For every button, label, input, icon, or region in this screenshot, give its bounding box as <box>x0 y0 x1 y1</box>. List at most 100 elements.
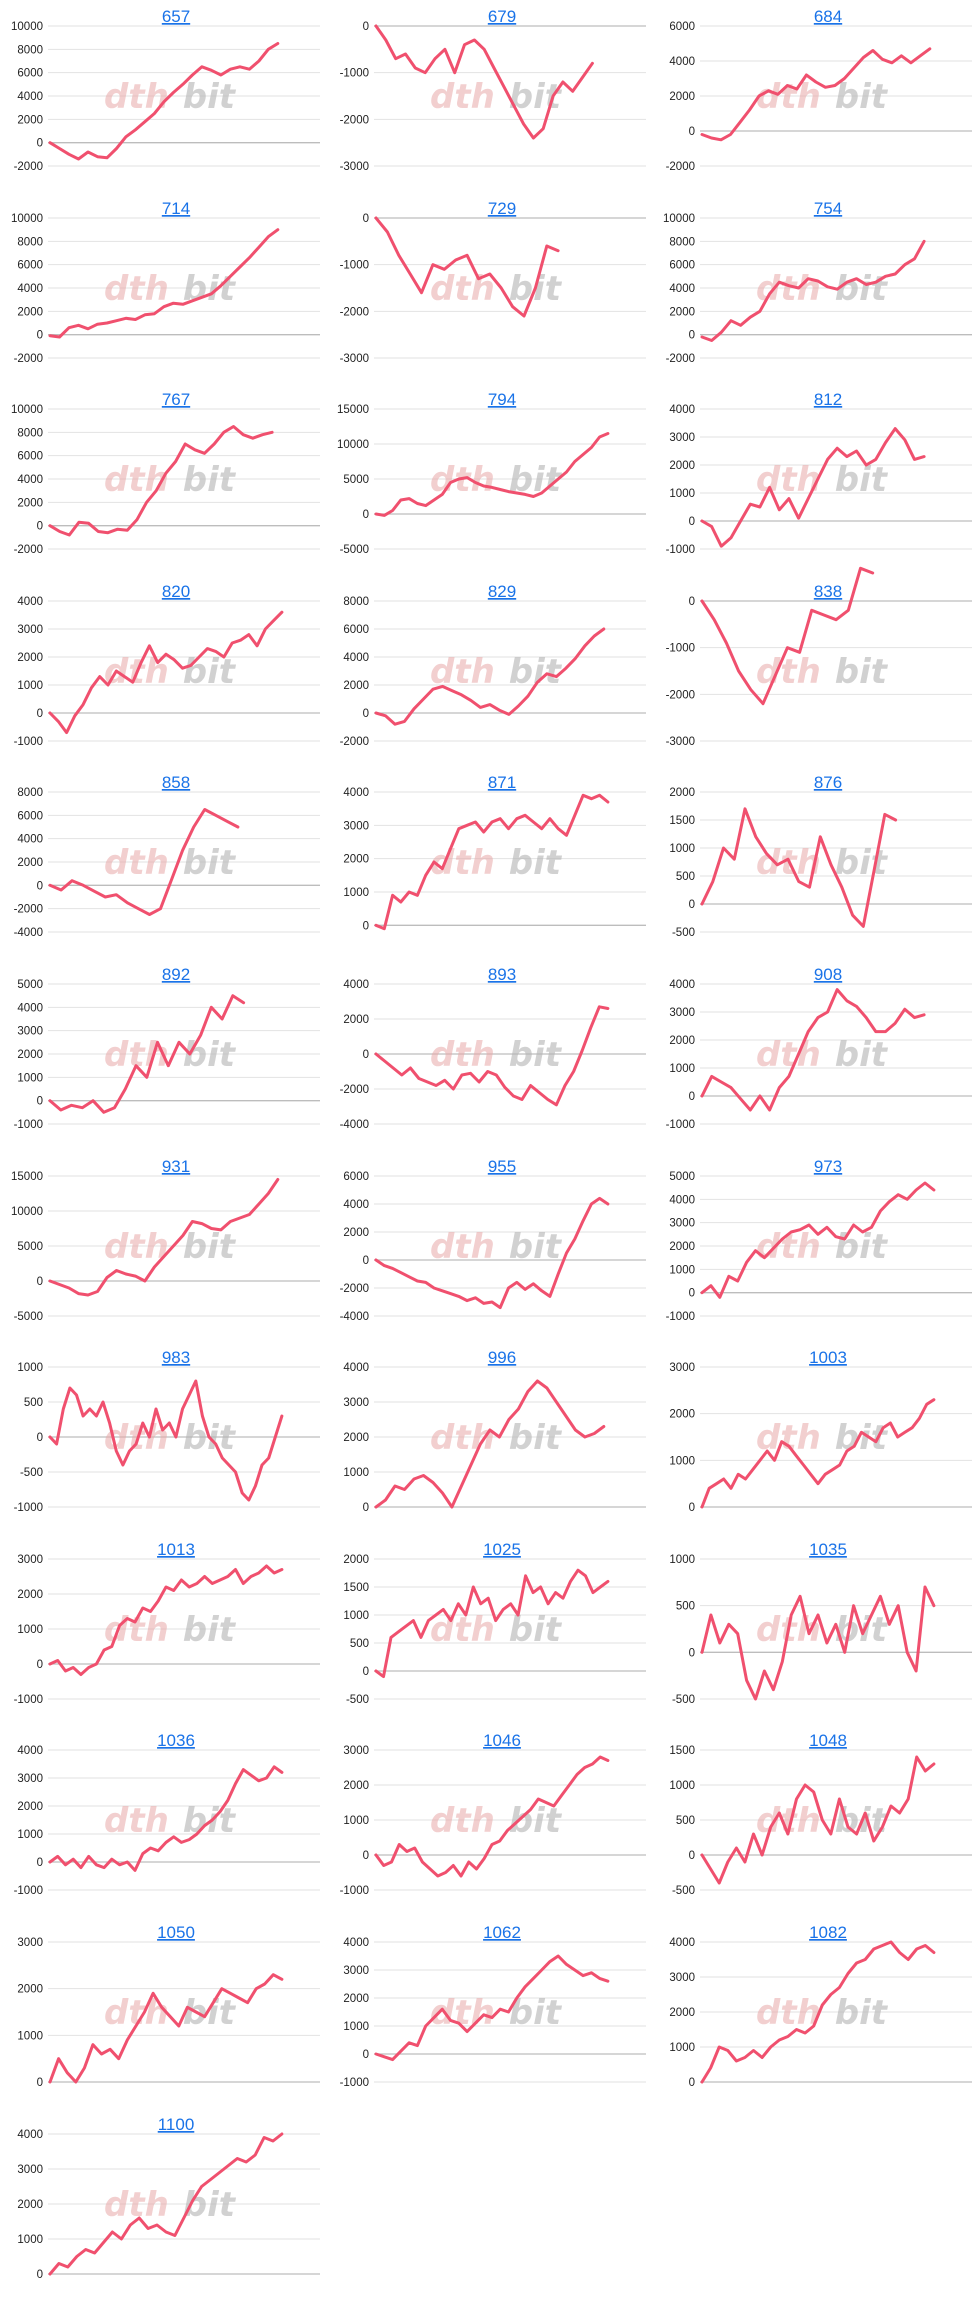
y-tick-label: 500 <box>676 1600 695 1612</box>
chart-panel: 1036 -1000 0 1000 2000 3000 4000 dth bit <box>0 1724 326 1915</box>
y-tick-label: 2000 <box>343 1227 369 1239</box>
y-tick-label: 3000 <box>343 1965 369 1977</box>
chart-panel: 1048 -500 0 500 1000 1500 dth bit <box>652 1724 978 1915</box>
y-tick-label: 500 <box>24 1397 43 1409</box>
y-tick-label: 4000 <box>669 1937 695 1949</box>
line-chart: 767 -2000 0 2000 4000 6000 8000 10000 dth bit <box>11 390 320 556</box>
chart-title-link[interactable]: 1100 <box>158 2115 195 2134</box>
chart-title-link[interactable]: 1003 <box>809 1348 847 1367</box>
chart-title-link[interactable]: 679 <box>488 7 516 26</box>
chart-title-link[interactable]: 714 <box>162 199 190 218</box>
series-line <box>700 988 926 1112</box>
series-line <box>48 1564 284 1676</box>
y-tick-label: 2000 <box>343 854 369 866</box>
watermark-logo: dth bit <box>104 1227 237 1267</box>
chart-title-link[interactable]: 829 <box>488 582 516 601</box>
chart-title-link[interactable]: 1046 <box>483 1731 521 1750</box>
chart-title-link[interactable]: 767 <box>162 390 190 409</box>
chart-title-link[interactable]: 973 <box>814 1157 842 1176</box>
chart-title-link[interactable]: 684 <box>814 7 842 26</box>
watermark-logo: dth bit <box>430 1418 563 1458</box>
chart-title-link[interactable]: 931 <box>162 1157 190 1176</box>
line-chart: 908 -1000 0 1000 2000 3000 4000 dth bit <box>666 965 972 1131</box>
y-tick-label: 4000 <box>17 834 43 846</box>
y-tick-label: 4000 <box>669 979 695 991</box>
chart-title-link[interactable]: 893 <box>488 965 516 984</box>
y-tick-label: 1000 <box>343 1610 369 1622</box>
y-tick-label: 0 <box>363 2049 369 2061</box>
y-tick-label: -3000 <box>666 736 695 748</box>
chart-panel: 1035 -500 0 500 1000 dth bit <box>652 1533 978 1724</box>
y-tick-label: -1000 <box>666 544 695 556</box>
watermark-logo: dth bit <box>104 460 237 500</box>
y-tick-label: 3000 <box>343 1397 369 1409</box>
chart-title-link[interactable]: 892 <box>162 965 190 984</box>
y-tick-label: 3000 <box>669 1972 695 1984</box>
watermark-logo: dth bit <box>104 1801 237 1841</box>
chart-title-link[interactable]: 794 <box>488 390 516 409</box>
y-tick-label: 10000 <box>11 213 43 225</box>
y-tick-label: 2000 <box>669 306 695 318</box>
chart-title-link[interactable]: 876 <box>814 773 842 792</box>
chart-title-link[interactable]: 838 <box>814 582 842 601</box>
y-tick-label: 2000 <box>343 1554 369 1566</box>
chart-title-link[interactable]: 955 <box>488 1157 516 1176</box>
y-tick-label: 1000 <box>669 488 695 500</box>
chart-title-link[interactable]: 729 <box>488 199 516 218</box>
y-tick-label: 2000 <box>17 857 43 869</box>
y-tick-label: 4000 <box>343 1937 369 1949</box>
y-tick-label: -2000 <box>666 689 695 701</box>
line-chart: 892 -1000 0 1000 2000 3000 4000 5000 dth bit <box>14 965 320 1131</box>
y-tick-label: 2000 <box>669 1241 695 1253</box>
chart-title-link[interactable]: 996 <box>488 1348 516 1367</box>
y-tick-label: 4000 <box>17 2129 43 2141</box>
chart-title-link[interactable]: 820 <box>162 582 190 601</box>
series-line <box>48 1379 284 1502</box>
chart-title-link[interactable]: 754 <box>814 199 842 218</box>
y-tick-label: -1000 <box>340 68 369 80</box>
watermark-logo: dth bit <box>756 269 889 309</box>
chart-panel: 1013 -1000 0 1000 2000 3000 dth bit <box>0 1533 326 1724</box>
y-tick-label: 8000 <box>17 236 43 248</box>
chart-title-link[interactable]: 657 <box>162 7 190 26</box>
y-tick-label: 2000 <box>17 1049 43 1061</box>
chart-panel: 892 -1000 0 1000 2000 3000 4000 5000 dth bit <box>0 958 326 1149</box>
chart-title-link[interactable]: 1062 <box>483 1923 521 1942</box>
chart-title-link[interactable]: 858 <box>162 773 190 792</box>
series-line <box>48 1973 284 2084</box>
y-tick-label: 2000 <box>343 1014 369 1026</box>
watermark-logo: dth bit <box>430 843 563 883</box>
chart-title-link[interactable]: 1050 <box>157 1923 195 1942</box>
y-tick-label: 1000 <box>669 2042 695 2054</box>
chart-title-link[interactable]: 983 <box>162 1348 190 1367</box>
chart-title-link[interactable]: 871 <box>488 773 516 792</box>
y-tick-label: 2000 <box>17 1801 43 1813</box>
y-tick-label: 4000 <box>343 979 369 991</box>
chart-title-link[interactable]: 1013 <box>157 1540 195 1559</box>
y-tick-label: 0 <box>37 329 43 341</box>
chart-title-link[interactable]: 908 <box>814 965 842 984</box>
y-tick-label: 3000 <box>343 1745 369 1757</box>
watermark-logo: dth bit <box>104 1035 237 1075</box>
y-tick-label: 3000 <box>669 432 695 444</box>
line-chart: 1013 -1000 0 1000 2000 3000 dth bit <box>14 1540 320 1706</box>
chart-title-link[interactable]: 1048 <box>809 1731 847 1750</box>
y-tick-label: 0 <box>689 516 695 528</box>
y-tick-label: 4000 <box>343 787 369 799</box>
y-tick-label: 4000 <box>343 652 369 664</box>
line-chart: 679 -3000 -2000 -1000 0 dth bit <box>340 7 646 173</box>
chart-title-link[interactable]: 1025 <box>483 1540 521 1559</box>
y-tick-label: -2000 <box>340 114 369 126</box>
chart-panel: 838 -3000 -2000 -1000 0 dth bit <box>652 566 978 766</box>
y-tick-label: 3000 <box>17 624 43 636</box>
y-tick-label: -1000 <box>340 259 369 271</box>
chart-title-link[interactable]: 1082 <box>809 1923 847 1942</box>
chart-title-link[interactable]: 1035 <box>809 1540 847 1559</box>
chart-title-link[interactable]: 1036 <box>157 1731 195 1750</box>
y-tick-label: -1000 <box>666 1311 695 1323</box>
chart-title-link[interactable]: 812 <box>814 390 842 409</box>
series-line <box>700 1181 936 1299</box>
y-tick-label: 2000 <box>17 2199 43 2211</box>
